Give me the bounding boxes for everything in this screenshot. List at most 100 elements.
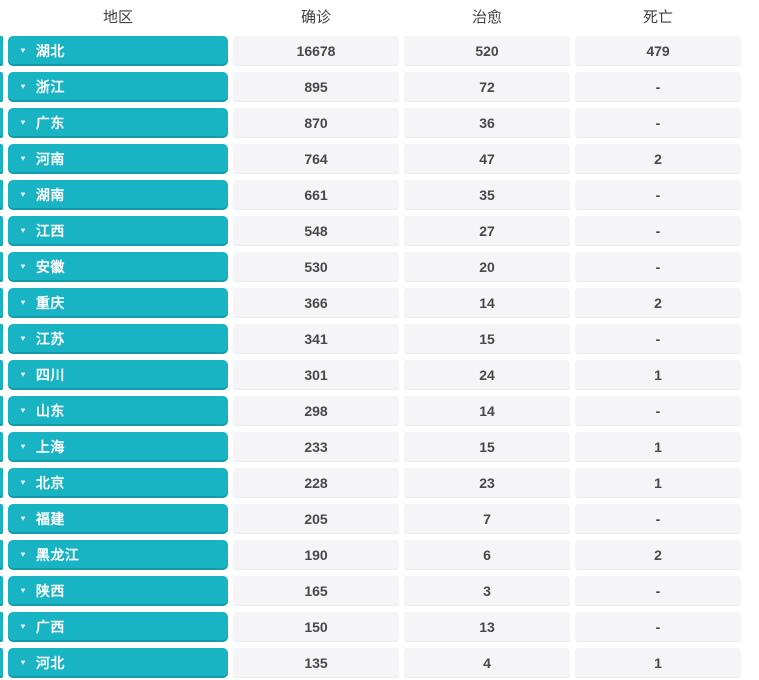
row-left-accent-bar (0, 396, 3, 426)
table-row: ▼ 山东 298 14 - (0, 396, 759, 426)
cured-value-cell: 47 (404, 144, 570, 174)
cured-value-cell: 15 (404, 432, 570, 462)
cured-value-cell: 7 (404, 504, 570, 534)
table-body: ▼ 湖北 16678 520 479 ▼ 浙江 895 72 - ▼ 广东 87… (0, 36, 759, 678)
region-name-label: 陕西 (35, 583, 65, 599)
row-left-accent-bar (0, 360, 3, 390)
region-expand-button[interactable]: ▼ 陕西 (8, 576, 228, 606)
deaths-value-cell: - (575, 252, 741, 282)
region-expand-button[interactable]: ▼ 黑龙江 (8, 540, 228, 570)
region-name-label: 江西 (35, 223, 65, 239)
deaths-value-cell: - (575, 216, 741, 246)
table-row: ▼ 湖北 16678 520 479 (0, 36, 759, 66)
row-left-accent-bar (0, 648, 3, 678)
region-expand-button[interactable]: ▼ 江苏 (8, 324, 228, 354)
confirmed-value-cell: 895 (233, 72, 399, 102)
row-left-accent-bar (0, 216, 3, 246)
table-row: ▼ 北京 228 23 1 (0, 468, 759, 498)
table-row: ▼ 安徽 530 20 - (0, 252, 759, 282)
chevron-down-icon: ▼ (19, 406, 27, 415)
chevron-down-icon: ▼ (19, 298, 27, 307)
row-left-accent-bar (0, 468, 3, 498)
table-row: ▼ 浙江 895 72 - (0, 72, 759, 102)
cured-value-cell: 36 (404, 108, 570, 138)
deaths-value-cell: - (575, 576, 741, 606)
table-row: ▼ 黑龙江 190 6 2 (0, 540, 759, 570)
chevron-down-icon: ▼ (19, 514, 27, 523)
region-expand-button[interactable]: ▼ 湖南 (8, 180, 228, 210)
chevron-down-icon: ▼ (19, 370, 27, 379)
region-expand-button[interactable]: ▼ 四川 (8, 360, 228, 390)
region-name-label: 安徽 (35, 259, 65, 275)
chevron-down-icon: ▼ (19, 586, 27, 595)
chevron-down-icon: ▼ (19, 442, 27, 451)
region-expand-button[interactable]: ▼ 浙江 (8, 72, 228, 102)
chevron-down-icon: ▼ (19, 82, 27, 91)
deaths-value-cell: - (575, 612, 741, 642)
region-name-label: 山东 (35, 403, 65, 419)
region-name-label: 湖南 (35, 187, 65, 203)
region-expand-button[interactable]: ▼ 重庆 (8, 288, 228, 318)
region-expand-button[interactable]: ▼ 湖北 (8, 36, 228, 66)
column-header-cured: 治愈 (471, 8, 502, 26)
chevron-down-icon: ▼ (19, 190, 27, 199)
deaths-value-cell: 2 (575, 144, 741, 174)
table-row: ▼ 湖南 661 35 - (0, 180, 759, 210)
deaths-value-cell: - (575, 180, 741, 210)
cured-value-cell: 23 (404, 468, 570, 498)
row-left-accent-bar (0, 432, 3, 462)
region-expand-button[interactable]: ▼ 山东 (8, 396, 228, 426)
row-left-accent-bar (0, 72, 3, 102)
column-header-region: 地区 (102, 8, 133, 26)
cured-value-cell: 520 (404, 36, 570, 66)
region-expand-button[interactable]: ▼ 上海 (8, 432, 228, 462)
table-row: ▼ 重庆 366 14 2 (0, 288, 759, 318)
confirmed-value-cell: 165 (233, 576, 399, 606)
region-expand-button[interactable]: ▼ 河北 (8, 648, 228, 678)
cured-value-cell: 14 (404, 396, 570, 426)
deaths-value-cell: 1 (575, 648, 741, 678)
deaths-value-cell: 479 (575, 36, 741, 66)
deaths-value-cell: 1 (575, 432, 741, 462)
chevron-down-icon: ▼ (19, 226, 27, 235)
cured-value-cell: 72 (404, 72, 570, 102)
column-header-deaths: 死亡 (642, 8, 673, 26)
row-left-accent-bar (0, 180, 3, 210)
region-expand-button[interactable]: ▼ 江西 (8, 216, 228, 246)
region-expand-button[interactable]: ▼ 福建 (8, 504, 228, 534)
row-left-accent-bar (0, 108, 3, 138)
region-expand-button[interactable]: ▼ 安徽 (8, 252, 228, 282)
row-left-accent-bar (0, 252, 3, 282)
confirmed-value-cell: 190 (233, 540, 399, 570)
region-expand-button[interactable]: ▼ 河南 (8, 144, 228, 174)
chevron-down-icon: ▼ (19, 658, 27, 667)
cured-value-cell: 35 (404, 180, 570, 210)
row-left-accent-bar (0, 288, 3, 318)
cured-value-cell: 24 (404, 360, 570, 390)
chevron-down-icon: ▼ (19, 478, 27, 487)
region-name-label: 河北 (35, 655, 65, 671)
table-row: ▼ 广东 870 36 - (0, 108, 759, 138)
confirmed-value-cell: 298 (233, 396, 399, 426)
confirmed-value-cell: 150 (233, 612, 399, 642)
region-expand-button[interactable]: ▼ 广西 (8, 612, 228, 642)
chevron-down-icon: ▼ (19, 622, 27, 631)
table-row: ▼ 陕西 165 3 - (0, 576, 759, 606)
region-name-label: 浙江 (35, 79, 65, 95)
row-left-accent-bar (0, 576, 3, 606)
row-left-accent-bar (0, 540, 3, 570)
region-name-label: 黑龙江 (35, 547, 80, 563)
confirmed-value-cell: 366 (233, 288, 399, 318)
region-expand-button[interactable]: ▼ 广东 (8, 108, 228, 138)
region-expand-button[interactable]: ▼ 北京 (8, 468, 228, 498)
deaths-value-cell: 2 (575, 288, 741, 318)
chevron-down-icon: ▼ (19, 262, 27, 271)
confirmed-value-cell: 135 (233, 648, 399, 678)
confirmed-value-cell: 341 (233, 324, 399, 354)
table-row: ▼ 江西 548 27 - (0, 216, 759, 246)
cured-value-cell: 27 (404, 216, 570, 246)
cured-value-cell: 20 (404, 252, 570, 282)
confirmed-value-cell: 661 (233, 180, 399, 210)
chevron-down-icon: ▼ (19, 334, 27, 343)
